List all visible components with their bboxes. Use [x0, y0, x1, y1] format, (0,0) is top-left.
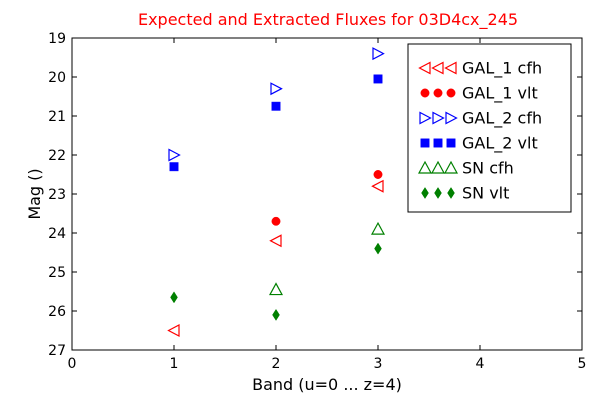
legend-item: SN cfh	[417, 159, 514, 178]
legend-marker	[431, 61, 444, 75]
data-point-2	[168, 148, 181, 162]
legend-marker	[434, 187, 442, 199]
data-point-5	[272, 308, 280, 321]
legend-marker	[418, 61, 431, 75]
legend-marker	[432, 111, 445, 125]
series-3	[169, 74, 383, 172]
y-tick-label: 20	[48, 70, 66, 86]
series-1	[271, 170, 383, 226]
y-tick-label: 23	[48, 187, 66, 203]
legend-label: GAL_1 vlt	[462, 84, 538, 104]
data-point-4	[370, 221, 386, 235]
data-point-3	[169, 162, 179, 172]
data-point-2	[270, 82, 283, 96]
data-point-5	[374, 242, 382, 255]
legend-marker	[433, 88, 443, 98]
x-tick-label: 0	[68, 356, 77, 372]
x-axis-label: Band (u=0 ... z=4)	[252, 375, 402, 394]
y-tick-label: 24	[48, 226, 66, 242]
legend-item: SN vlt	[421, 184, 509, 203]
legend-marker	[417, 160, 433, 174]
x-tick-label: 1	[170, 356, 179, 372]
legend-marker	[430, 160, 446, 174]
series-4	[268, 221, 386, 296]
y-tick-label: 26	[48, 304, 66, 320]
legend-label: GAL_2 vlt	[462, 134, 538, 154]
legend-label: SN vlt	[462, 184, 509, 203]
y-tick-label: 25	[48, 265, 66, 281]
series-0	[167, 179, 384, 337]
data-point-1	[271, 216, 281, 226]
x-tick-label: 4	[476, 356, 485, 372]
data-point-0	[269, 234, 282, 248]
legend-marker	[446, 138, 456, 148]
x-tick-label: 2	[272, 356, 281, 372]
y-tick-label: 27	[48, 343, 66, 359]
y-tick-label: 19	[48, 31, 66, 47]
chart-title: Expected and Extracted Fluxes for 03D4cx…	[138, 10, 518, 30]
legend-item: GAL_2 vlt	[420, 134, 538, 154]
legend-marker	[433, 138, 443, 148]
legend: GAL_1 cfh GAL_1 vlt GAL_2 cfh GAL_2 vlt SN c…	[407, 43, 572, 213]
legend-marker	[420, 138, 430, 148]
data-point-3	[373, 74, 383, 84]
legend-marker	[419, 111, 432, 125]
data-points	[167, 47, 386, 337]
x-tick-label: 3	[374, 356, 383, 372]
y-axis-label: Mag ()	[25, 168, 44, 219]
series-2	[168, 47, 385, 162]
legend-marker	[446, 88, 456, 98]
data-point-3	[271, 101, 281, 111]
legend-marker	[421, 187, 429, 199]
legend-label: GAL_2 cfh	[462, 109, 542, 129]
legend-marker	[443, 160, 459, 174]
data-point-2	[372, 47, 385, 61]
legend-marker	[420, 88, 430, 98]
data-point-0	[371, 179, 384, 193]
legend-marker	[445, 111, 458, 125]
y-tick-label: 22	[48, 148, 66, 164]
legend-item: GAL_1 cfh	[418, 59, 542, 79]
x-tick-label: 5	[578, 356, 587, 372]
data-point-4	[268, 282, 284, 296]
legend-marker	[447, 187, 455, 199]
data-point-1	[373, 170, 383, 179]
legend-item: GAL_1 vlt	[420, 84, 538, 104]
legend-item: GAL_2 cfh	[419, 109, 542, 129]
legend-box	[407, 43, 572, 213]
data-point-0	[167, 324, 180, 337]
y-tick-label: 21	[48, 109, 66, 125]
series-5	[170, 242, 382, 321]
legend-label: GAL_1 cfh	[462, 59, 542, 79]
legend-marker	[444, 61, 457, 75]
legend-label: SN cfh	[462, 159, 514, 178]
data-point-5	[170, 291, 178, 304]
